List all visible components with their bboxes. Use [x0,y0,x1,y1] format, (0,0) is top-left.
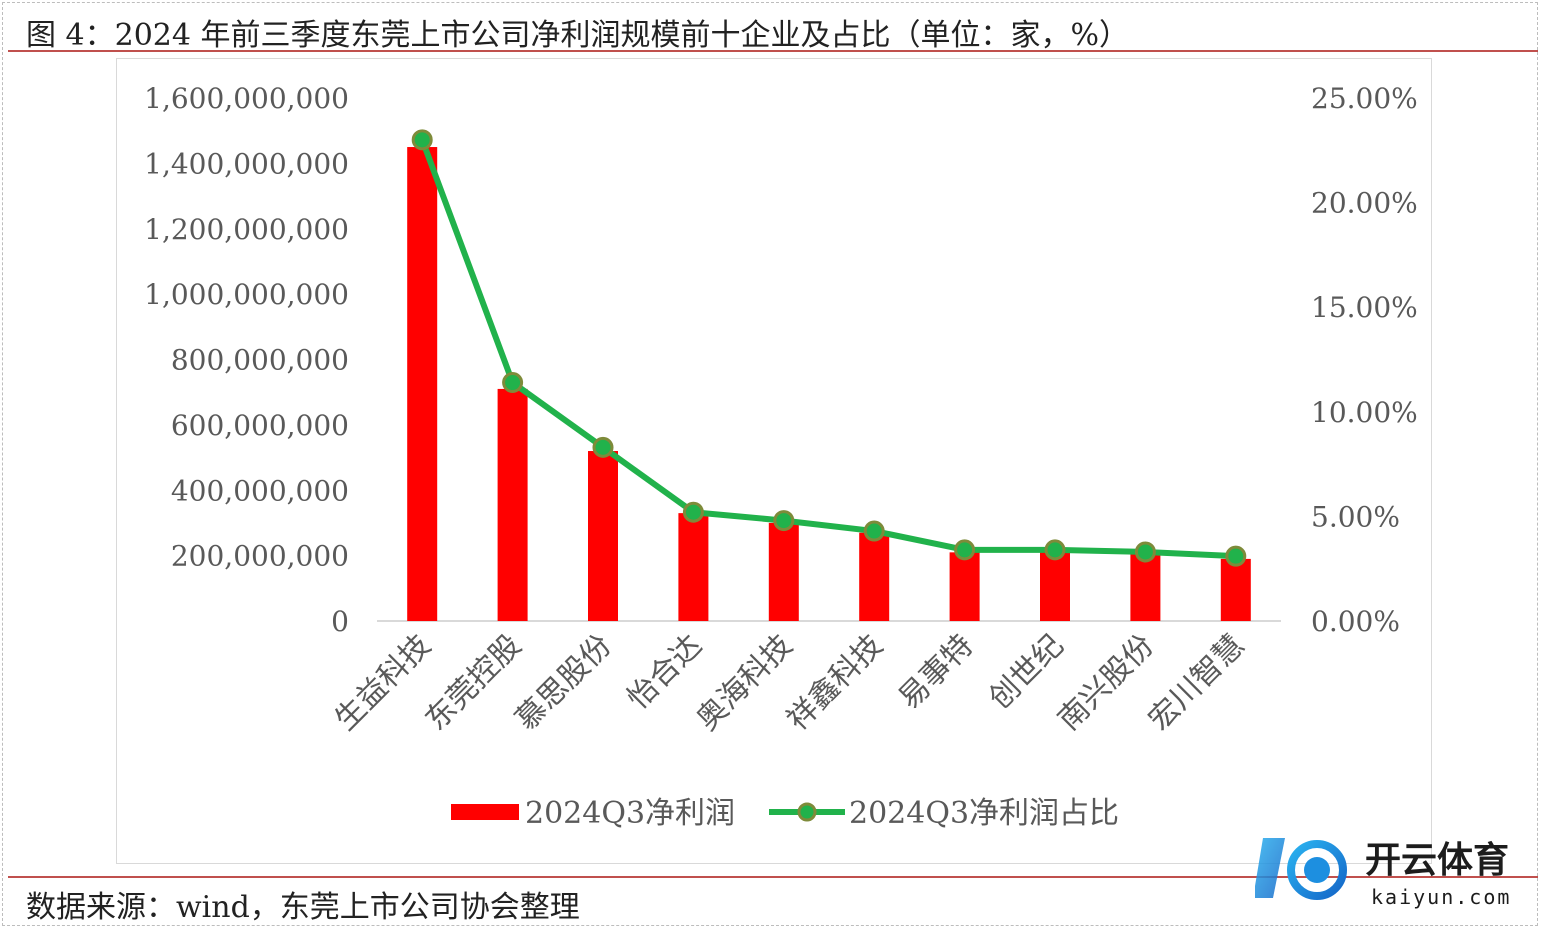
category-label: 创世纪 [982,628,1070,716]
y-left-tick-label: 200,000,000 [171,540,349,573]
category-label: 慕思股份 [509,628,619,738]
y-left-tick-label: 1,600,000,000 [144,82,349,115]
y-right-tick-label: 5.00% [1311,500,1400,533]
combo-chart: 0 200,000,000 400,000,000 600,000,000 800,00… [144,82,1418,831]
y-right-tick-label: 20.00% [1311,187,1418,220]
y-left-tick-label: 1,400,000,000 [144,147,349,180]
y-left-tick-label: 600,000,000 [171,409,349,442]
ratio-point-8 [1044,539,1066,561]
ratio-point-6 [863,520,885,542]
legend-swatch-bar [451,804,519,820]
ratio-point-1 [411,129,433,151]
y-left-tick-label: 800,000,000 [171,344,349,377]
y-left-tick-label: 1,000,000,000 [144,278,349,311]
ratio-line [419,138,1236,560]
bar-5 [768,522,799,621]
ratio-point-4 [682,501,704,523]
y-right-tick-label: 15.00% [1311,291,1418,324]
bar-9 [1130,553,1161,621]
ratio-point-5 [773,510,795,532]
chart-area: 0 200,000,000 400,000,000 600,000,000 800,00… [116,58,1432,864]
bar-10 [1220,558,1251,621]
bar-4 [678,513,709,621]
bar-3 [588,451,618,621]
ball-icon [1287,840,1347,900]
watermark-name: 开云体育 [1365,840,1509,881]
category-label: 奥海科技 [690,628,800,738]
bar-2 [497,388,528,621]
y-right-tick-label: 25.00% [1311,82,1418,115]
ratio-point-2 [502,372,524,394]
category-label: 生益科技 [328,628,438,738]
y-left-tick-label: 0 [331,605,349,638]
category-label: 东莞控股 [419,628,529,738]
k-logo-icon [1255,838,1285,898]
watermark-url: kaiyun.com [1371,885,1511,909]
bar-7 [949,552,980,621]
y-left-tick-label: 400,000,000 [171,474,349,507]
bar-1 [407,147,438,621]
y-right-tick-label: 0.00% [1311,605,1400,638]
category-label: 宏川智慧 [1142,628,1252,738]
legend-swatch-marker [797,802,817,822]
ratio-point-3 [592,436,614,458]
ratio-point-10 [1225,545,1247,567]
category-label: 南兴股份 [1051,628,1161,738]
y-left-tick-label: 1,200,000,000 [144,213,349,246]
category-label: 易事特 [892,628,980,716]
bar-8 [1040,552,1070,621]
watermark-logo: 开云体育 kaiyun.com [1255,838,1511,909]
title-bar: 图 4：2024 年前三季度东莞上市公司净利润规模前十企业及占比（单位：家，%） [8,4,1538,53]
y-right-tick-label: 10.00% [1311,396,1418,429]
legend-label-bar: 2024Q3净利润 [525,796,735,831]
category-label: 怡合达 [621,628,709,716]
ratio-point-7 [954,539,976,561]
source-bar: 数据来源：wind，东莞上市公司协会整理 [8,876,1538,925]
ratio-point-9 [1134,541,1156,563]
bar-6 [859,532,890,621]
figure-source: 数据来源：wind，东莞上市公司协会整理 [26,890,580,925]
figure-title: 图 4：2024 年前三季度东莞上市公司净利润规模前十企业及占比（单位：家，%） [26,18,1130,53]
category-label: 祥鑫科技 [780,628,890,738]
legend-label-line: 2024Q3净利润占比 [849,796,1119,831]
